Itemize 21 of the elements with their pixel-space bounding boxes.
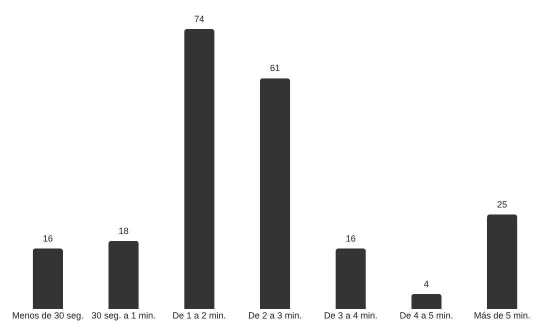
data-label: 61	[270, 63, 280, 74]
bar	[411, 294, 442, 309]
bar	[487, 214, 518, 309]
bar	[32, 248, 63, 309]
x-tick-label: De 2 a 3 min.	[248, 310, 302, 320]
x-tick-label: Más de 5 min.	[474, 310, 530, 320]
data-label: 25	[497, 199, 508, 210]
bar	[108, 240, 139, 309]
x-tick-label: De 4 a 5 min.	[400, 310, 454, 320]
bar	[260, 78, 290, 309]
x-tick-label: De 1 a 2 min.	[172, 310, 226, 320]
x-tick-label: 30 seg. a 1 min.	[92, 310, 156, 320]
bar	[336, 248, 366, 309]
data-label: 4	[424, 278, 429, 289]
data-label: 74	[194, 14, 204, 24]
x-tick-label: Menos de 30 seg.	[12, 310, 84, 320]
data-label: 16	[346, 233, 356, 244]
data-label: 18	[118, 226, 129, 236]
x-tick-label: De 3 a 4 min.	[324, 310, 378, 320]
data-label: 16	[42, 233, 53, 244]
bar	[184, 29, 214, 309]
